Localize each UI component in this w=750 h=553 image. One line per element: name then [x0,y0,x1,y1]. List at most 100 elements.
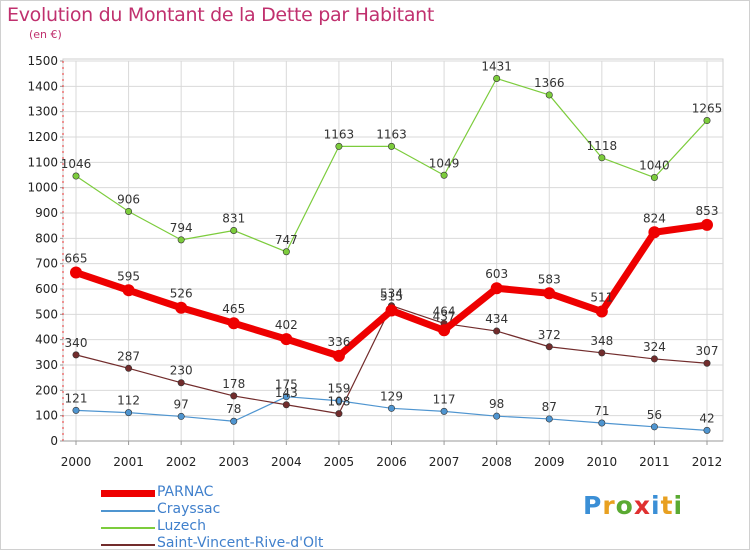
y-tick-label-400: 400 [35,333,58,347]
point-parnac-2002 [175,301,188,314]
point-luzech-2009 [545,91,553,99]
logo-letter: i [651,491,661,520]
y-tick-label-800: 800 [35,231,58,245]
y-tick-label-900: 900 [35,206,58,220]
data-label-luzech-2003: 831 [222,211,245,225]
logo-letter: t [660,491,674,520]
point-saint-vincent-rive-d-olt-2000 [72,351,80,359]
point-parnac-2010 [595,305,608,318]
point-parnac-2006 [385,304,398,317]
legend-item-parnac: PARNAC [101,484,361,502]
data-label-crayssac-2003: 78 [226,402,241,416]
legend-label-parnac: PARNAC [157,484,214,500]
data-label-saint-vincent-rive-d-olt-2008: 434 [485,312,508,326]
point-crayssac-2000 [72,406,80,414]
data-label-luzech-2008: 1431 [481,59,512,73]
point-crayssac-2006 [387,404,395,412]
legend-label-saint-vincent: Saint-Vincent-Rive-d'Olt [157,535,324,551]
data-label-luzech-2011: 1040 [639,159,670,173]
point-crayssac-2009 [545,415,553,423]
y-tick-label-200: 200 [35,383,58,397]
data-label-luzech-2006: 1163 [376,127,407,141]
data-label-crayssac-2008: 98 [489,397,504,411]
y-tick-label-1300: 1300 [27,105,58,119]
point-parnac-2011 [648,226,661,239]
y-tick-label-700: 700 [35,257,58,271]
data-label-parnac-2001: 595 [117,269,140,283]
y-tick-label-1200: 1200 [27,130,58,144]
point-parnac-2005 [332,349,345,362]
y-tick-label-1500: 1500 [27,54,58,68]
x-tick-label-2002: 2002 [166,455,197,469]
point-luzech-2006 [387,142,395,150]
legend-swatch-luzech [101,527,155,529]
data-label-parnac-2004: 402 [275,318,298,332]
point-crayssac-2008 [493,412,501,420]
point-crayssac-2010 [598,419,606,427]
data-label-parnac-2007: 437 [433,309,456,323]
point-saint-vincent-rive-d-olt-2011 [650,355,658,363]
legend: PARNAC Crayssac Luzech Saint-Vincent-Riv… [101,484,361,553]
data-label-crayssac-2004: 175 [275,378,298,392]
y-tick-label-600: 600 [35,282,58,296]
legend-item-luzech: Luzech [101,518,361,536]
data-label-luzech-2002: 794 [170,221,193,235]
legend-swatch-parnac [101,490,155,497]
data-label-parnac-2008: 603 [485,267,508,281]
point-crayssac-2001 [125,409,133,417]
chart-title: Evolution du Montant de la Dette par Hab… [7,4,435,26]
data-label-parnac-2005: 336 [327,335,350,349]
logo-letter: o [615,491,634,520]
data-label-parnac-2010: 511 [590,291,613,305]
x-tick-label-2011: 2011 [639,455,670,469]
point-crayssac-2002 [177,412,185,420]
point-parnac-2012 [701,218,713,231]
point-luzech-2007 [440,171,448,179]
x-tick-label-2006: 2006 [376,455,407,469]
point-parnac-2009 [543,287,556,300]
data-label-crayssac-2009: 87 [542,400,557,414]
x-tick-label-2000: 2000 [61,455,92,469]
logo-letter: i [673,491,684,520]
data-label-saint-vincent-rive-d-olt-2000: 340 [65,336,88,350]
data-label-crayssac-2000: 121 [65,391,88,405]
legend-item-crayssac: Crayssac [101,501,361,519]
logo-letter: P [583,491,603,520]
data-label-crayssac-2005: 159 [327,382,350,396]
x-tick-label-2007: 2007 [429,455,460,469]
data-label-parnac-2003: 465 [222,302,245,316]
point-parnac-2008 [490,282,503,295]
point-saint-vincent-rive-d-olt-2004 [282,401,290,409]
x-tick-label-2009: 2009 [534,455,565,469]
x-tick-label-2001: 2001 [113,455,144,469]
data-label-crayssac-2002: 97 [174,397,189,411]
point-luzech-2000 [72,172,80,180]
y-tick-label-300: 300 [35,358,58,372]
plot-area [62,58,724,442]
point-crayssac-2004 [282,393,290,401]
data-label-parnac-2002: 526 [170,287,193,301]
x-tick-label-2012: 2012 [692,455,723,469]
point-saint-vincent-rive-d-olt-2010 [598,349,606,357]
data-label-parnac-2000: 665 [65,252,88,266]
data-label-luzech-2004: 747 [275,233,298,247]
data-label-luzech-2010: 1118 [587,139,618,153]
point-parnac-2007 [438,324,451,337]
y-tick-label-0: 0 [50,434,58,448]
data-label-luzech-2012: 1265 [692,102,723,116]
data-label-saint-vincent-rive-d-olt-2002: 230 [170,364,193,378]
y-tick-label-1400: 1400 [27,79,58,93]
x-tick-label-2010: 2010 [587,455,618,469]
y-tick-label-100: 100 [35,409,58,423]
point-luzech-2002 [177,236,185,244]
data-label-parnac-2006: 515 [380,290,403,304]
unit-label: (en €) [29,28,62,41]
data-label-saint-vincent-rive-d-olt-2010: 348 [590,334,613,348]
data-label-saint-vincent-rive-d-olt-2006: 534 [380,287,403,301]
point-saint-vincent-rive-d-olt-2003 [230,392,238,400]
point-luzech-2010 [598,154,606,162]
legend-item-saint-vincent: Saint-Vincent-Rive-d'Olt [101,535,361,553]
point-saint-vincent-rive-d-olt-2009 [545,343,553,351]
point-crayssac-2007 [440,407,448,415]
